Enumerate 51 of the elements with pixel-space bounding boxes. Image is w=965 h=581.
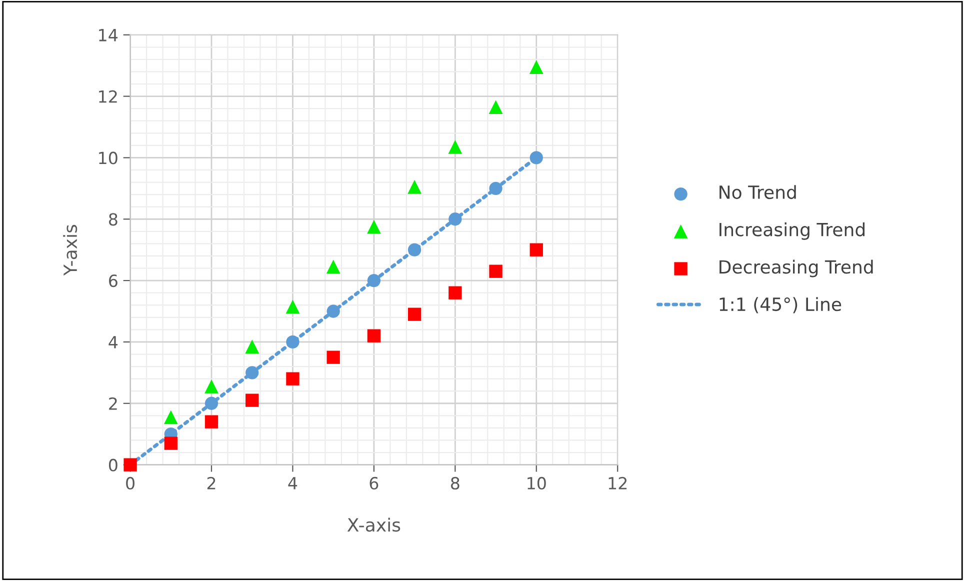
legend-label: No Trend [720,185,796,200]
x-tick-label: 4 [288,477,298,490]
point [204,380,218,394]
point [246,394,259,407]
legend-label: Decreasing Trend [720,260,873,278]
point [164,410,178,424]
x-tick-label: 0 [126,476,134,490]
y-tick-label: 10 [99,152,118,164]
point [326,260,340,274]
point [408,243,422,256]
point [530,151,543,164]
point [286,372,300,386]
y-tick-label: 4 [108,336,118,348]
point [164,436,178,450]
legend-label: 1:1 (45°) Line [720,297,842,314]
point [489,182,502,195]
x-tick-label: 10 [528,476,546,490]
point [530,243,543,256]
point [246,366,259,380]
point [286,300,300,314]
point [529,60,544,74]
point [366,220,381,234]
point [408,308,422,321]
point [245,340,260,354]
legend-label: Increasing Trend [720,222,865,240]
y-tick-label: 0 [108,458,118,472]
x-axis-title: X-axis [347,518,400,532]
point [367,274,381,288]
point [448,140,462,154]
point [204,415,218,428]
y-tick-label: 2 [109,397,117,410]
y-axis-title: Y-axis [63,224,78,276]
point [326,350,340,364]
x-tick-label: 2 [207,476,216,490]
point [408,180,422,194]
y-tick-label: 14 [99,29,118,42]
point [367,329,381,342]
point [489,264,502,278]
point [204,396,218,410]
x-tick-label: 6 [370,476,378,490]
point [488,100,503,114]
point [448,212,462,226]
point [448,286,462,300]
point [326,304,340,318]
y-tick-label: 8 [108,213,118,226]
y-tick-label: 6 [109,274,118,288]
point [124,458,137,472]
y-tick-label: 12 [99,90,117,103]
point [286,335,300,349]
x-tick-label: 8 [450,476,460,490]
x-tick-label: 12 [608,476,627,490]
